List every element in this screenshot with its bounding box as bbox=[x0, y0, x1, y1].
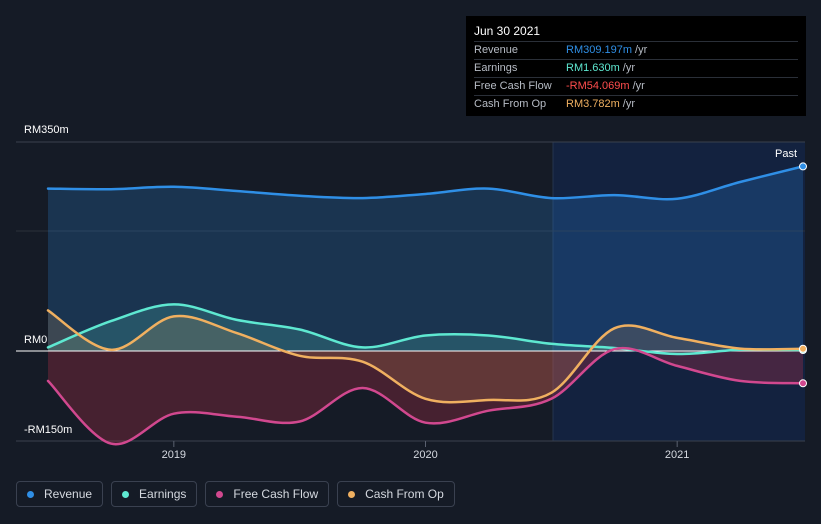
free-cash-flow-dot-icon bbox=[216, 490, 224, 498]
tooltip-label: Free Cash Flow bbox=[474, 80, 552, 92]
cash-from-op-dot-icon bbox=[348, 490, 356, 498]
tooltip-row-earnings: Earnings RM1.630m /yr bbox=[474, 60, 798, 78]
legend-label: Cash From Op bbox=[365, 487, 444, 501]
y-axis-labels: RM350m RM0 -RM150m bbox=[24, 124, 72, 436]
past-label: Past bbox=[775, 148, 797, 160]
x-tick-label: 2021 bbox=[665, 449, 689, 461]
free-cash-flow-line bbox=[46, 346, 805, 446]
tooltip-unit: /yr bbox=[622, 98, 636, 110]
tooltip-label: Earnings bbox=[474, 62, 518, 74]
revenue-line bbox=[46, 165, 805, 201]
tooltip-value: RM1.630m bbox=[566, 62, 620, 74]
legend-label: Revenue bbox=[44, 487, 93, 501]
series-end-markers bbox=[799, 162, 807, 388]
legend-item-earnings[interactable]: Earnings bbox=[111, 481, 198, 507]
earnings-area bbox=[48, 304, 803, 355]
legend-item-cash-from-op[interactable]: Cash From Op bbox=[337, 481, 455, 507]
tooltip-row-free-cash-flow: Free Cash Flow -RM54.069m /yr bbox=[474, 78, 798, 96]
tooltip-value: RM3.782m bbox=[566, 98, 620, 110]
revenue-end-marker bbox=[799, 162, 807, 171]
y-axis-label: RM350m bbox=[24, 124, 69, 136]
earnings-line bbox=[46, 303, 805, 356]
tooltip-row-cash-from-op: Cash From Op RM3.782m /yr bbox=[474, 96, 798, 113]
legend-label: Free Cash Flow bbox=[233, 487, 319, 501]
free-cash-flow-area bbox=[48, 348, 803, 445]
cash-from-op-line bbox=[46, 309, 805, 404]
revenue-dot-icon bbox=[27, 490, 34, 498]
tooltip-unit: /yr bbox=[632, 80, 645, 92]
legend-item-revenue[interactable]: Revenue bbox=[16, 481, 104, 507]
legend: Revenue Earnings Free Cash Flow Cash Fro… bbox=[16, 481, 455, 507]
tooltip-unit: /yr bbox=[622, 62, 636, 74]
tooltip-label: Cash From Op bbox=[474, 98, 547, 110]
tooltip-value: -RM54.069m bbox=[566, 80, 630, 92]
x-tick-label: 2019 bbox=[162, 449, 186, 461]
earnings-dot-icon bbox=[122, 490, 130, 498]
chart: RM350m RM0 -RM150m 2019 2020 2021 Past bbox=[16, 124, 807, 461]
tooltip-label: Revenue bbox=[474, 44, 519, 56]
tooltip-unit: /yr bbox=[635, 44, 648, 56]
tooltip-row-revenue: Revenue RM309.197m /yr bbox=[474, 42, 798, 60]
legend-label: Earnings bbox=[139, 487, 187, 501]
cash-from-op-end-marker bbox=[799, 344, 807, 353]
x-tick-label: 2020 bbox=[413, 449, 437, 461]
series-lines bbox=[46, 165, 805, 446]
free-cash-flow-end-marker bbox=[799, 379, 807, 388]
x-axis-ticks: 2019 2020 2021 bbox=[162, 441, 689, 461]
y-axis-label: -RM150m bbox=[24, 424, 72, 436]
tooltip: Jun 30 2021 Revenue RM309.197m /yr Earni… bbox=[466, 16, 806, 116]
y-axis-label: RM0 bbox=[24, 334, 47, 346]
future-shade bbox=[553, 142, 805, 441]
tooltip-value: RM309.197m bbox=[566, 44, 633, 56]
legend-item-free-cash-flow[interactable]: Free Cash Flow bbox=[205, 481, 330, 507]
tooltip-date: Jun 30 2021 bbox=[474, 24, 798, 42]
revenue-area bbox=[48, 166, 803, 351]
